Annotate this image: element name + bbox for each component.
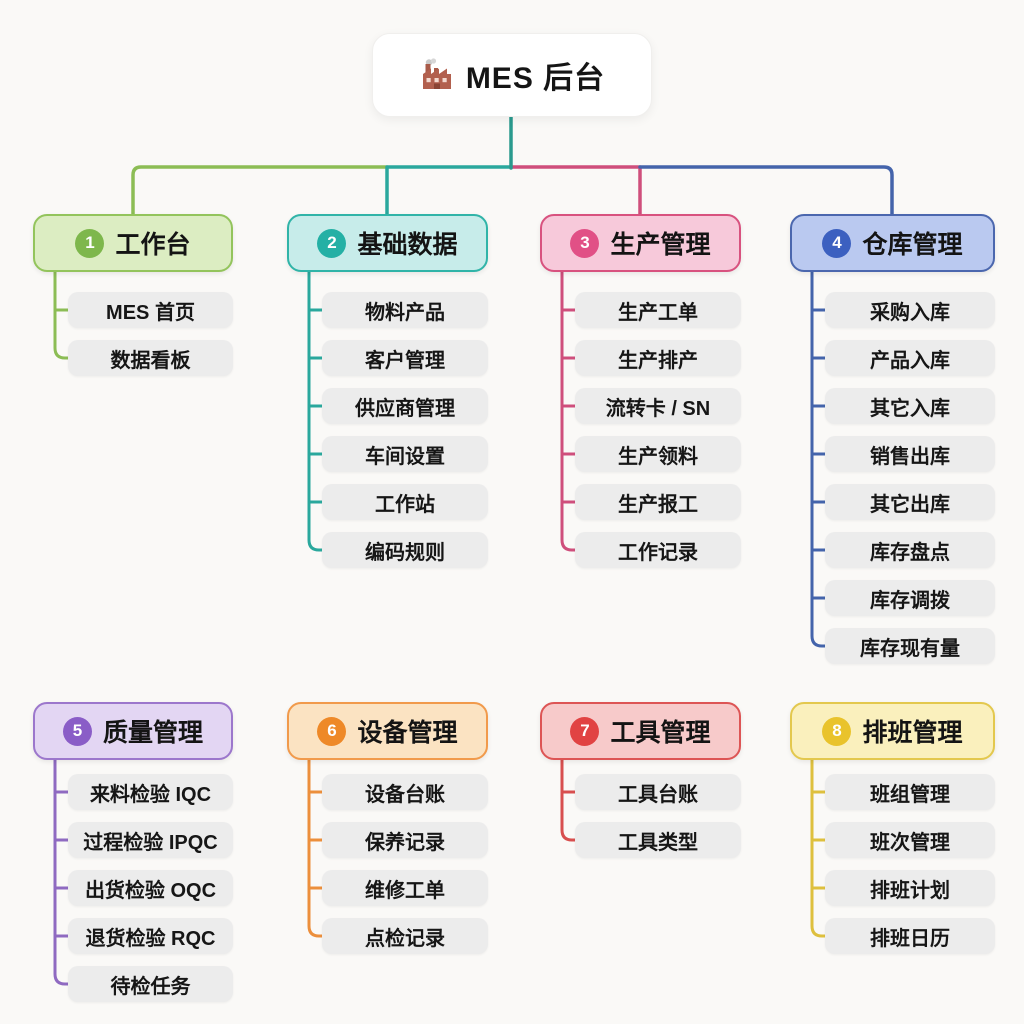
node-item: 数据看板 bbox=[68, 340, 233, 376]
branch-number-badge: 6 bbox=[317, 716, 347, 746]
node-item: 待检任务 bbox=[68, 966, 233, 1002]
node-item: 产品入库 bbox=[825, 340, 995, 376]
branch-title: 排班管理 bbox=[862, 719, 963, 747]
node-item: 生产排产 bbox=[575, 340, 741, 376]
node-item: 生产领料 bbox=[575, 436, 741, 472]
branch-header-8: 8 排班管理 bbox=[790, 702, 995, 760]
branch-number-badge: 4 bbox=[822, 228, 852, 258]
node-item: 退货检验 RQC bbox=[68, 918, 233, 954]
root-node: MES 后台 bbox=[372, 33, 652, 117]
root-title: MES 后台 bbox=[465, 62, 606, 95]
branch-title: 工具管理 bbox=[610, 719, 711, 747]
node-item: 班组管理 bbox=[825, 774, 995, 810]
node-item: 设备台账 bbox=[322, 774, 488, 810]
branch-header-6: 6 设备管理 bbox=[287, 702, 488, 760]
node-item: 库存现有量 bbox=[825, 628, 995, 664]
node-item: 排班计划 bbox=[825, 870, 995, 906]
branch-header-5: 5 质量管理 bbox=[33, 702, 233, 760]
node-item: 工具台账 bbox=[575, 774, 741, 810]
node-item: 维修工单 bbox=[322, 870, 488, 906]
branch-header-1: 1 工作台 bbox=[33, 214, 233, 272]
node-item: 采购入库 bbox=[825, 292, 995, 328]
branch-connector-lines bbox=[810, 272, 829, 648]
node-item: 来料检验 IQC bbox=[68, 774, 233, 810]
node-item: 其它出库 bbox=[825, 484, 995, 520]
branch-number-badge: 7 bbox=[570, 716, 600, 746]
node-item: 物料产品 bbox=[322, 292, 488, 328]
node-item: 其它入库 bbox=[825, 388, 995, 424]
branch-number-badge: 2 bbox=[317, 228, 347, 258]
branch-title: 基础数据 bbox=[357, 231, 458, 259]
node-item: 编码规则 bbox=[322, 532, 488, 568]
branch-number-badge: 8 bbox=[822, 716, 852, 746]
node-item: 班次管理 bbox=[825, 822, 995, 858]
node-item: 工作记录 bbox=[575, 532, 741, 568]
node-item: 生产工单 bbox=[575, 292, 741, 328]
node-item: 排班日历 bbox=[825, 918, 995, 954]
branch-title: 生产管理 bbox=[610, 231, 711, 259]
node-item: 出货检验 OQC bbox=[68, 870, 233, 906]
node-item: 供应商管理 bbox=[322, 388, 488, 424]
branch-header-7: 7 工具管理 bbox=[540, 702, 741, 760]
node-item: 流转卡 / SN bbox=[575, 388, 741, 424]
branch-number-badge: 5 bbox=[62, 716, 92, 746]
branch-header-4: 4 仓库管理 bbox=[790, 214, 995, 272]
branch-number-badge: 1 bbox=[75, 228, 105, 258]
node-item: 工具类型 bbox=[575, 822, 741, 858]
branch-title: 仓库管理 bbox=[862, 231, 963, 259]
node-item: 库存调拨 bbox=[825, 580, 995, 616]
node-item: 库存盘点 bbox=[825, 532, 995, 568]
node-item: 车间设置 bbox=[322, 436, 488, 472]
branch-number-badge: 3 bbox=[570, 228, 600, 258]
node-item: 点检记录 bbox=[322, 918, 488, 954]
node-item: 过程检验 IPQC bbox=[68, 822, 233, 858]
branch-header-3: 3 生产管理 bbox=[540, 214, 741, 272]
branch-title: 工作台 bbox=[115, 231, 191, 259]
node-item: MES 首页 bbox=[68, 292, 233, 328]
branch-title: 设备管理 bbox=[357, 719, 458, 747]
node-item: 客户管理 bbox=[322, 340, 488, 376]
factory-icon bbox=[419, 57, 455, 93]
node-item: 销售出库 bbox=[825, 436, 995, 472]
branch-title: 质量管理 bbox=[102, 719, 203, 747]
node-item: 工作站 bbox=[322, 484, 488, 520]
node-item: 生产报工 bbox=[575, 484, 741, 520]
node-item: 保养记录 bbox=[322, 822, 488, 858]
branch-header-2: 2 基础数据 bbox=[287, 214, 488, 272]
